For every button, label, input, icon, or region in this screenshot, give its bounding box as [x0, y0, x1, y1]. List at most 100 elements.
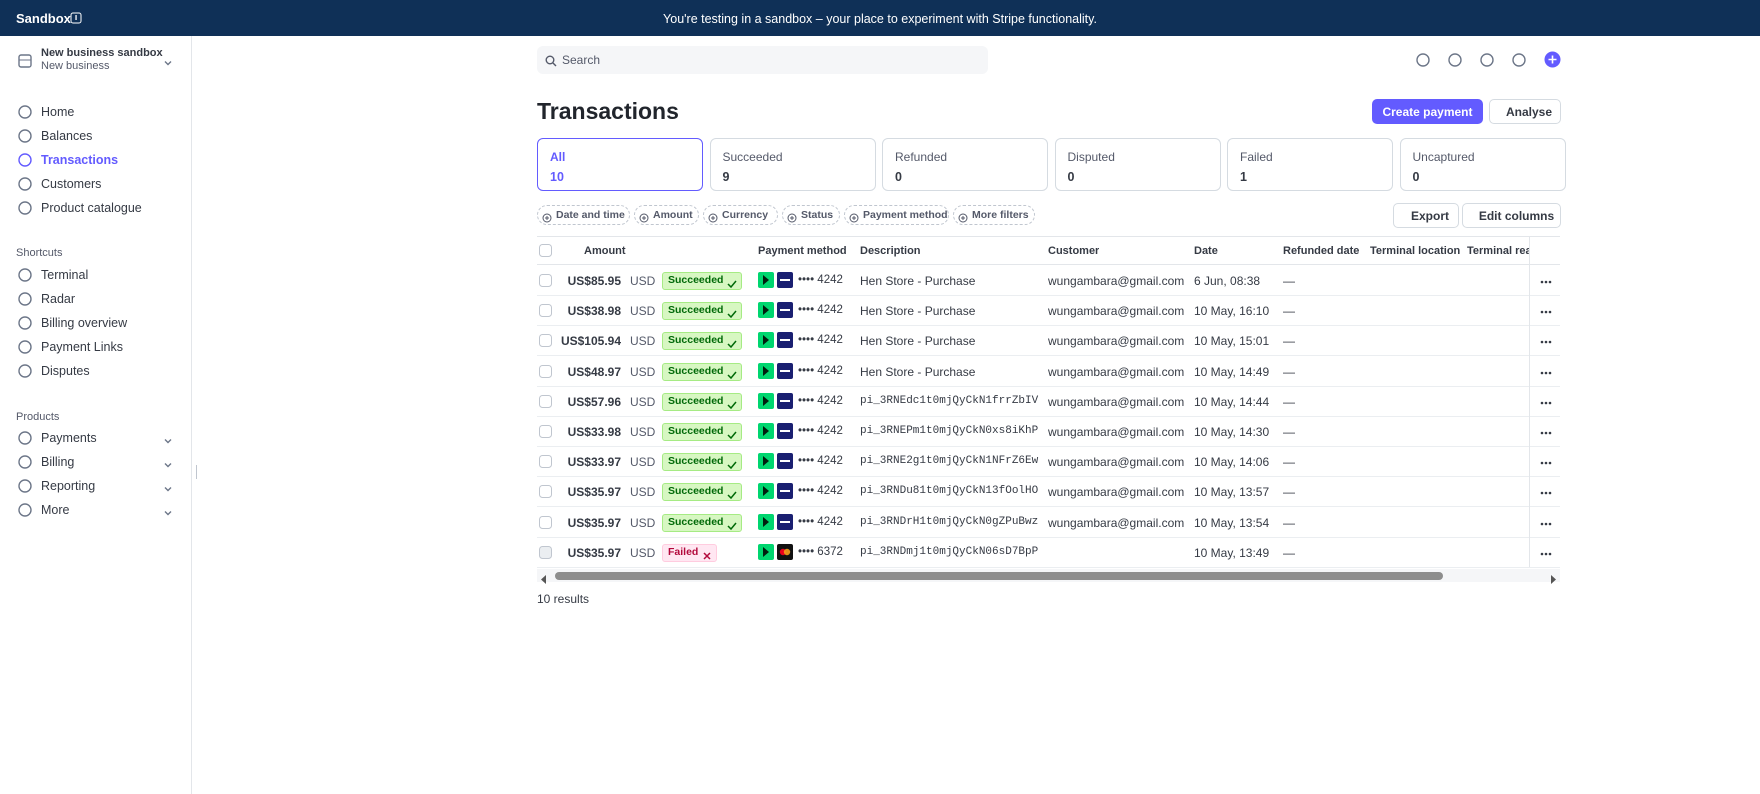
column-header: Date: [1194, 245, 1218, 257]
nav-item[interactable]: Balances: [41, 129, 93, 143]
tab-count: 0: [895, 170, 902, 184]
refunded-date: —: [1283, 274, 1295, 288]
filter-icon: [958, 210, 968, 228]
status-badge: Succeeded: [662, 332, 743, 351]
status-icon: [727, 367, 738, 385]
card-brand-icon: [777, 513, 793, 535]
description: pi_3RNEPm1t0mjQyCkN0xs8iKhP: [860, 425, 1039, 437]
edit-columns-button[interactable]: Edit columns: [1462, 203, 1561, 228]
filter-chip[interactable]: More filters: [953, 205, 1035, 225]
shortcut-item[interactable]: Terminal: [41, 268, 89, 282]
card-number: •••• 4242: [798, 364, 843, 377]
secondary-button[interactable]: Analyse: [1489, 99, 1561, 124]
product-item[interactable]: More: [41, 503, 70, 517]
currency: USD: [630, 274, 656, 288]
scroll-right: [1549, 571, 1557, 589]
tab-label: Uncaptured: [1412, 150, 1475, 164]
currency: USD: [630, 515, 656, 530]
link-icon: [758, 543, 774, 565]
shortcut-item[interactable]: Disputes: [41, 364, 90, 378]
status-tab[interactable]: Disputed 0: [1054, 138, 1221, 191]
shortcut-item[interactable]: Payment Links: [41, 340, 123, 354]
amount[interactable]: US$35.97: [567, 545, 621, 560]
row-checkbox: [539, 485, 552, 503]
row-menu: [1538, 304, 1554, 322]
filter-chip[interactable]: Payment method: [844, 205, 949, 225]
link-icon: [758, 272, 774, 293]
amount[interactable]: US$33.97: [567, 455, 621, 470]
amount[interactable]: US$33.98: [567, 425, 621, 439]
status-tab[interactable]: Succeeded 9: [709, 138, 876, 191]
section-title: Products: [16, 411, 60, 423]
customer: wungambara@gmail.com: [1048, 455, 1185, 470]
currency: USD: [630, 304, 656, 319]
refunded-date: —: [1283, 515, 1295, 530]
nav-item[interactable]: Home: [41, 105, 75, 119]
status-tab[interactable]: Uncaptured 0: [1399, 138, 1566, 191]
button-label: Analyse: [1505, 105, 1553, 119]
product-item[interactable]: Billing: [41, 455, 75, 469]
column-header: Payment method: [758, 245, 847, 257]
card-brand-icon: [777, 362, 793, 384]
primary-button[interactable]: Create payment: [1372, 99, 1483, 124]
status-tab[interactable]: Refunded 0: [882, 138, 1048, 191]
filter-chip[interactable]: Amount: [634, 205, 699, 225]
customer: wungambara@gmail.com: [1048, 304, 1185, 319]
description: pi_3RNDmj1t0mjQyCkN06sD7BpP: [860, 545, 1039, 558]
filter-label: More filters: [972, 209, 1029, 221]
column-header: Terminal reader: [1467, 245, 1529, 257]
date: 10 May, 13:54: [1194, 515, 1270, 530]
status-label: Succeeded: [668, 394, 724, 407]
product-chevron: [163, 505, 173, 523]
link-icon: [758, 332, 774, 353]
filter-chip[interactable]: Date and time: [537, 205, 630, 225]
status-tab[interactable]: All 10: [537, 138, 703, 191]
filter-icon: [787, 210, 797, 228]
amount[interactable]: US$35.97: [567, 515, 621, 530]
currency: USD: [630, 364, 656, 379]
amount[interactable]: US$105.94: [560, 334, 621, 349]
amount[interactable]: US$85.95: [567, 274, 621, 288]
amount[interactable]: US$35.97: [567, 485, 621, 500]
column-header: Amount: [584, 245, 626, 257]
account-name: New business sandbox: [41, 47, 163, 59]
account-subtitle: New business: [41, 60, 110, 72]
filter-chip[interactable]: Status: [782, 205, 840, 225]
shortcut-item[interactable]: Billing overview: [41, 316, 128, 330]
product-item[interactable]: Payments: [41, 431, 97, 445]
results-count: 10 results: [537, 592, 590, 606]
row-rule: [537, 355, 1560, 357]
row-menu: [1538, 425, 1554, 443]
product-item[interactable]: Reporting: [41, 479, 96, 493]
nav-item[interactable]: Product catalogue: [41, 201, 142, 215]
status-tab[interactable]: Failed 1: [1227, 138, 1393, 191]
export-button[interactable]: Export: [1393, 203, 1459, 228]
tab-count: 1: [1240, 170, 1247, 184]
scrollbar-thumb[interactable]: [555, 572, 1443, 580]
status-label: Succeeded: [668, 515, 724, 528]
amount[interactable]: US$38.98: [567, 304, 621, 319]
customer: wungambara@gmail.com: [1048, 515, 1185, 530]
date: 10 May, 14:44: [1194, 394, 1270, 409]
tab-label: Failed: [1240, 150, 1273, 164]
nav-item[interactable]: Transactions: [41, 153, 119, 167]
status-label: Failed: [668, 545, 699, 558]
tab-label: Disputed: [1067, 150, 1115, 164]
status-badge: Succeeded: [662, 362, 743, 381]
nav-item[interactable]: Customers: [41, 177, 102, 191]
shortcut-icon: [17, 267, 33, 288]
shortcut-item[interactable]: Radar: [41, 292, 76, 306]
resize-handle: [196, 465, 197, 479]
filter-label: Payment method: [863, 209, 948, 221]
row-rule: [537, 476, 1560, 478]
description: Hen Store - Purchase: [860, 304, 976, 319]
row-rule: [537, 506, 1560, 508]
refunded-date: —: [1283, 304, 1295, 319]
filter-chip[interactable]: Currency: [703, 205, 778, 225]
toolbar-icon: [1447, 52, 1463, 73]
description: pi_3RNDrH1t0mjQyCkN0gZPuBwz: [860, 515, 1039, 528]
customer: wungambara@gmail.com: [1048, 274, 1185, 288]
amount[interactable]: US$48.97: [567, 364, 621, 379]
amount[interactable]: US$57.96: [567, 394, 621, 409]
search-box[interactable]: Search: [537, 46, 988, 74]
